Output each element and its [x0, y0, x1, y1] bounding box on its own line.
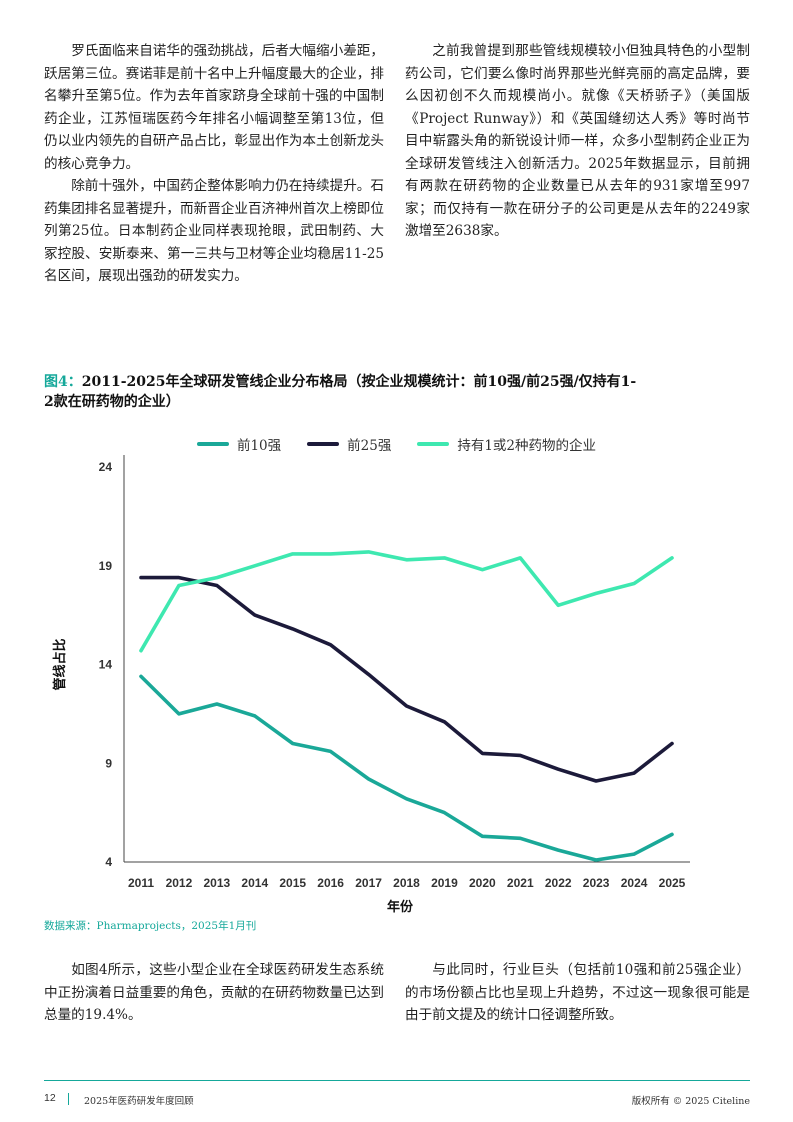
x-tick-label: 2013 [204, 876, 231, 890]
body-paragraph: 罗氏面临来自诺华的强劲挑战，后者大幅缩小差距，跃居第三位。赛诺菲是前十名中上升幅… [44, 43, 384, 172]
data-source-note: 数据来源：Pharmaprojects，2025年1月刊 [44, 920, 257, 932]
y-tick-label: 14 [99, 658, 113, 672]
y-tick-label: 19 [99, 559, 113, 573]
x-tick-label: 2025 [659, 876, 686, 890]
y-tick-label: 4 [105, 855, 112, 869]
copyright-notice: 版权所有 © 2025 Citeline [631, 1096, 750, 1107]
x-tick-label: 2019 [431, 876, 458, 890]
figure-title: 图4：2011-2025年全球研发管线企业分布格局（按企业规模统计：前10强/前… [44, 372, 644, 412]
legend-item: 前10强 [196, 434, 282, 454]
x-tick-label: 2017 [355, 876, 382, 890]
x-tick-label: 2016 [317, 876, 344, 890]
legend-label: 前25强 [347, 438, 392, 454]
x-axis-label: 年份 [387, 899, 414, 915]
y-tick-label: 24 [99, 460, 113, 474]
x-tick-label: 2024 [621, 876, 648, 890]
report-title: 2025年医药研发年度回顾 [84, 1096, 194, 1107]
body-paragraph: 除前十强外，中国药企整体影响力仍在持续提升。石药集团排名显著提升，而新晋企业百济… [44, 178, 384, 284]
legend-label: 前10强 [236, 438, 282, 454]
figure-number: 图4： [44, 374, 82, 390]
legend-swatch [196, 442, 229, 446]
series-line-1 [139, 674, 674, 862]
body-paragraph: 如图4所示，这些小型企业在全球医药研发生态系统中正扮演着日益重要的角色，贡献的在… [44, 962, 384, 1023]
x-tick-label: 2022 [545, 876, 572, 890]
x-tick-label: 2020 [469, 876, 496, 890]
y-tick-label: 9 [105, 756, 112, 770]
series-line-3 [139, 550, 674, 653]
legend-item: 持有1或2种药物的企业 [417, 434, 596, 454]
x-tick-label: 2014 [241, 876, 268, 890]
x-tick-label: 2011 [128, 876, 154, 890]
x-tick-label: 2023 [583, 876, 610, 890]
legend-item: 前25强 [307, 434, 391, 454]
page-number: 12 [44, 1092, 56, 1104]
body-paragraph: 之前我曾提到那些管线规模较小但独具特色的小型制药公司，它们要么像时尚界那些光鲜亮… [405, 43, 750, 239]
line-chart: 4 9 14 19 24 2011 2012 2013 2014 2015 2016 2017 2018… [52, 455, 690, 915]
x-tick-label: 2018 [393, 876, 420, 890]
x-tick-label: 2021 [507, 876, 534, 890]
legend-swatch [417, 442, 450, 446]
footer-divider [44, 1080, 750, 1081]
legend-swatch [307, 442, 340, 446]
figure-title-text: 2011-2025年全球研发管线企业分布格局（按企业规模统计：前10强/前25强… [44, 374, 637, 410]
x-tick-label: 2015 [279, 876, 306, 890]
footer-separator [68, 1093, 69, 1105]
legend-label: 持有1或2种药物的企业 [457, 438, 597, 454]
series-line-2 [139, 575, 674, 783]
y-axis-label: 管线占比 [52, 638, 68, 690]
body-paragraph: 与此同时，行业巨头（包括前10强和前25强企业）的市场份额占比也呈现上升趋势，不… [405, 962, 750, 1023]
x-tick-label: 2012 [166, 876, 193, 890]
chart-legend: 前10强 前25强 持有1或2种药物的企业 [0, 434, 793, 454]
